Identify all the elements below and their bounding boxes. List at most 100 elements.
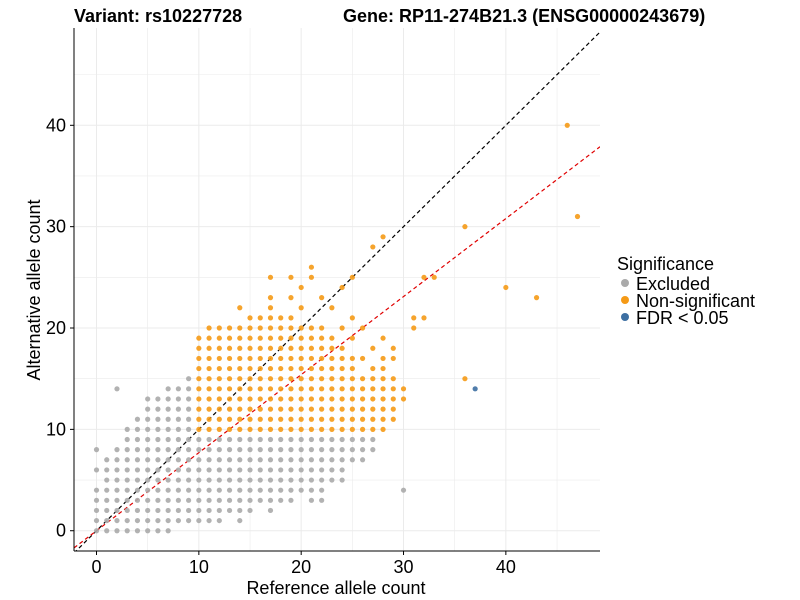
- point-excluded: [93, 447, 100, 453]
- point-non-significant: [226, 335, 233, 341]
- point-non-significant: [237, 396, 243, 402]
- point-excluded: [124, 528, 130, 534]
- point-non-significant: [308, 325, 315, 331]
- point-non-significant: [288, 376, 294, 382]
- point-non-significant: [257, 426, 263, 432]
- point-excluded: [308, 477, 315, 483]
- point-non-significant: [278, 396, 284, 402]
- point-non-significant: [196, 426, 202, 432]
- y-tick-label: 20: [46, 318, 66, 338]
- point-excluded: [165, 436, 171, 443]
- point-excluded: [257, 457, 263, 463]
- point-excluded: [247, 447, 253, 453]
- point-excluded: [319, 436, 325, 443]
- point-excluded: [124, 436, 130, 443]
- point-non-significant: [339, 355, 345, 362]
- point-non-significant: [196, 376, 202, 382]
- point-excluded: [175, 517, 181, 524]
- point-non-significant: [288, 386, 294, 392]
- point-excluded: [186, 487, 192, 493]
- point-non-significant: [237, 365, 243, 372]
- point-non-significant: [349, 376, 355, 382]
- point-non-significant: [319, 396, 325, 402]
- point-excluded: [206, 447, 212, 453]
- point-excluded: [349, 436, 355, 443]
- point-non-significant: [237, 335, 243, 341]
- point-non-significant: [267, 365, 274, 372]
- point-non-significant: [349, 365, 355, 372]
- point-non-significant: [329, 345, 335, 351]
- point-excluded: [175, 477, 181, 483]
- point-excluded: [267, 457, 274, 463]
- point-non-significant: [237, 325, 243, 331]
- point-excluded: [216, 507, 222, 514]
- legend: Significance Excluded Non-significant FD…: [617, 254, 755, 328]
- point-non-significant: [349, 426, 355, 432]
- point-non-significant: [359, 355, 366, 362]
- point-excluded: [186, 426, 192, 432]
- point-excluded: [114, 517, 120, 524]
- point-excluded: [114, 467, 120, 473]
- point-excluded: [175, 416, 181, 422]
- axes: [73, 28, 600, 552]
- point-excluded: [186, 436, 192, 443]
- point-excluded: [237, 517, 243, 524]
- point-non-significant: [390, 376, 396, 382]
- point-excluded: [298, 457, 304, 463]
- point-excluded: [308, 436, 315, 443]
- point-excluded: [165, 507, 171, 514]
- point-excluded: [370, 436, 376, 443]
- point-non-significant: [298, 325, 304, 331]
- point-excluded: [319, 447, 325, 453]
- point-non-significant: [359, 426, 366, 432]
- point-non-significant: [206, 345, 212, 351]
- point-non-significant: [216, 335, 222, 341]
- point-excluded: [186, 517, 192, 524]
- y-axis-label: Alternative allele count: [24, 199, 44, 380]
- reference-lines: [74, 31, 600, 551]
- point-excluded: [278, 487, 284, 493]
- point-non-significant: [411, 315, 417, 321]
- point-non-significant: [278, 355, 284, 362]
- point-excluded: [319, 467, 325, 473]
- point-non-significant: [278, 335, 284, 341]
- point-excluded: [186, 396, 192, 402]
- point-non-significant: [574, 213, 581, 220]
- point-excluded: [216, 487, 222, 493]
- point-non-significant: [349, 315, 355, 321]
- point-excluded: [257, 436, 263, 443]
- y-tick-label: 0: [56, 521, 66, 541]
- point-non-significant: [288, 365, 294, 372]
- point-excluded: [206, 507, 212, 514]
- point-excluded: [186, 447, 192, 453]
- point-non-significant: [370, 365, 376, 372]
- point-non-significant: [257, 335, 263, 341]
- point-non-significant: [216, 386, 222, 392]
- point-non-significant: [329, 416, 335, 422]
- point-non-significant: [257, 416, 263, 422]
- point-excluded: [278, 436, 284, 443]
- point-excluded: [196, 477, 202, 483]
- x-tick-label: 10: [189, 557, 209, 577]
- point-excluded: [298, 477, 304, 483]
- point-non-significant: [206, 365, 212, 372]
- point-excluded: [237, 457, 243, 463]
- point-non-significant: [267, 335, 274, 341]
- point-non-significant: [329, 365, 335, 372]
- point-non-significant: [359, 396, 366, 402]
- point-excluded: [165, 416, 171, 422]
- point-excluded: [175, 447, 181, 453]
- point-excluded: [165, 487, 171, 493]
- legend-swatch-excluded: [621, 279, 629, 287]
- point-non-significant: [411, 325, 417, 331]
- point-excluded: [165, 447, 171, 453]
- point-excluded: [329, 477, 335, 483]
- point-excluded: [339, 477, 345, 483]
- point-excluded: [155, 436, 161, 443]
- point-excluded: [359, 436, 366, 443]
- point-non-significant: [298, 396, 304, 402]
- point-excluded: [247, 436, 253, 443]
- point-excluded: [319, 487, 325, 493]
- point-non-significant: [247, 396, 253, 402]
- point-excluded: [114, 487, 120, 493]
